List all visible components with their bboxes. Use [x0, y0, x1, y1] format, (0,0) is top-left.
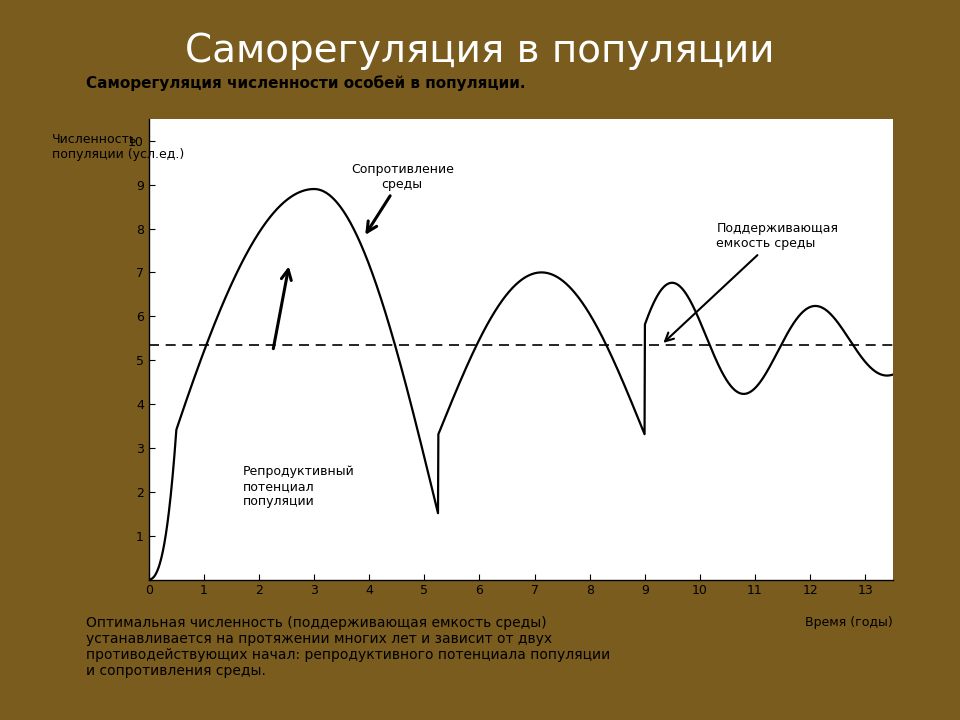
Text: Численность
популяции (усл.ед.): Численность популяции (усл.ед.)	[52, 132, 184, 161]
Text: Саморегуляция в популяции: Саморегуляция в популяции	[185, 32, 775, 71]
Text: Поддерживающая
емкость среды: Поддерживающая емкость среды	[665, 222, 838, 341]
Text: Репродуктивный
потенциал
популяции: Репродуктивный потенциал популяции	[243, 466, 354, 508]
Text: Сопротивление
среды: Сопротивление среды	[350, 163, 454, 232]
Text: Время (годы): Время (годы)	[805, 616, 893, 629]
Text: Саморегуляция численности особей в популяции.: Саморегуляция численности особей в попул…	[86, 76, 526, 91]
Text: Оптимальная численность (поддерживающая емкость среды)
устанавливается на протяж: Оптимальная численность (поддерживающая …	[86, 616, 611, 678]
